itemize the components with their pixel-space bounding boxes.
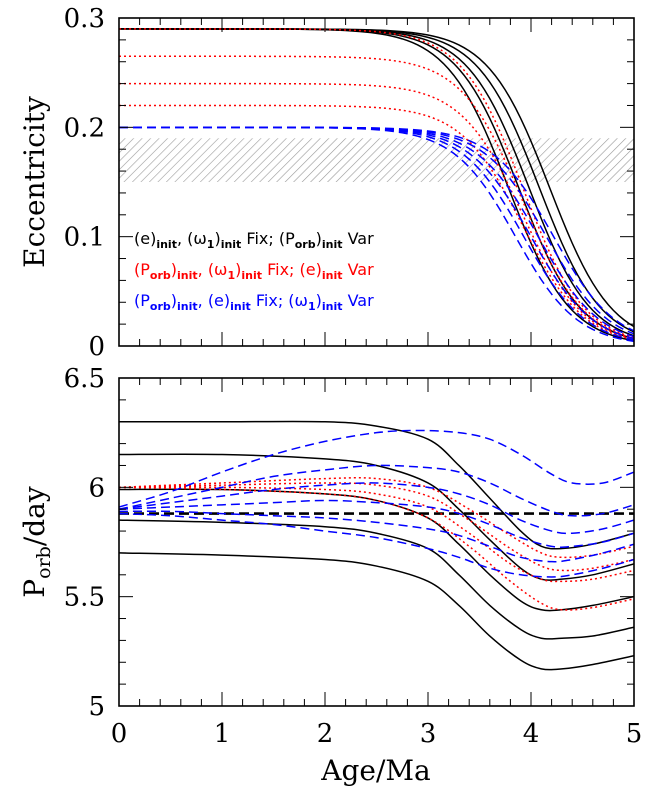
top-series-red-6 — [119, 55, 634, 340]
age-xlabel: Age/Ma — [320, 754, 431, 787]
eccentricity-panel: 0 0.1 0.2 0.3 Eccentricity (e)init, (ω1)ini… — [18, 4, 635, 362]
eccentricity-series-group — [119, 28, 634, 343]
observed-eccentricity-band — [119, 138, 634, 182]
legend-entry-0: (e)init, (ω1)init Fix; (Porb)init Var — [134, 229, 374, 251]
x-tick-label: 2 — [317, 719, 334, 749]
top-series-black-2 — [119, 28, 634, 337]
y-tick-label: 0.1 — [64, 223, 105, 253]
bot-series-blue-12 — [119, 499, 634, 548]
bot-series-blue-10 — [119, 464, 634, 517]
y-tick-label: 5 — [88, 692, 105, 722]
period-series-group — [119, 420, 634, 671]
legend-entry-1: (Porb)init, (ω1)init Fix; (e)init Var — [134, 260, 374, 282]
y-tick-label: 5.5 — [64, 583, 105, 613]
bot-frame — [118, 377, 635, 707]
legend-entry-2: (Porb)init, (e)init Fix; (ω1)init Var — [134, 291, 374, 313]
top-series-red-8 — [119, 104, 634, 341]
bot-series-black-4 — [119, 552, 634, 671]
x-tick-label: 1 — [214, 719, 231, 749]
bot-series-blue-13 — [119, 510, 634, 563]
top-frame — [118, 17, 635, 347]
eccentricity-ylabel: Eccentricity — [18, 96, 51, 268]
top-series-red-5 — [119, 28, 634, 339]
bot-series-blue-9 — [119, 429, 634, 508]
bot-series-red-5 — [119, 477, 634, 559]
bot-series-black-0 — [119, 420, 634, 550]
y-tick-label: 6.5 — [64, 364, 105, 394]
legend: (e)init, (ω1)init Fix; (Porb)init Var (Po… — [134, 229, 374, 313]
bot-series-black-1 — [119, 453, 634, 581]
bot-series-red-6 — [119, 482, 634, 572]
top-series-black-0 — [119, 28, 634, 342]
period-panel: 5 5.5 6 6.5 0 1 2 3 4 5 Porb/day Age/Ma — [18, 364, 642, 787]
x-tick-label: 5 — [626, 719, 643, 749]
x-tick-label: 0 — [111, 719, 128, 749]
bot-series-red-8 — [119, 486, 634, 611]
bot-series-black-2 — [119, 488, 634, 612]
top-series-blue-14 — [119, 126, 634, 332]
bot-series-blue-14 — [119, 512, 634, 578]
period-ylabel: Porb/day — [18, 486, 55, 598]
eccentricity-axes: 0 0.1 0.2 0.3 — [64, 4, 635, 362]
period-axes: 5 5.5 6 6.5 0 1 2 3 4 5 — [64, 364, 643, 749]
y-tick-label: 6 — [88, 473, 105, 503]
y-tick-label: 0.3 — [64, 4, 105, 34]
bot-series-red-7 — [119, 486, 634, 583]
top-series-red-7 — [119, 82, 634, 340]
hatched-band — [119, 138, 634, 182]
y-tick-label: 0.2 — [64, 113, 105, 143]
bot-series-blue-11 — [119, 482, 634, 535]
x-tick-label: 4 — [523, 719, 540, 749]
y-tick-label: 0 — [88, 332, 105, 362]
x-tick-label: 3 — [420, 719, 437, 749]
